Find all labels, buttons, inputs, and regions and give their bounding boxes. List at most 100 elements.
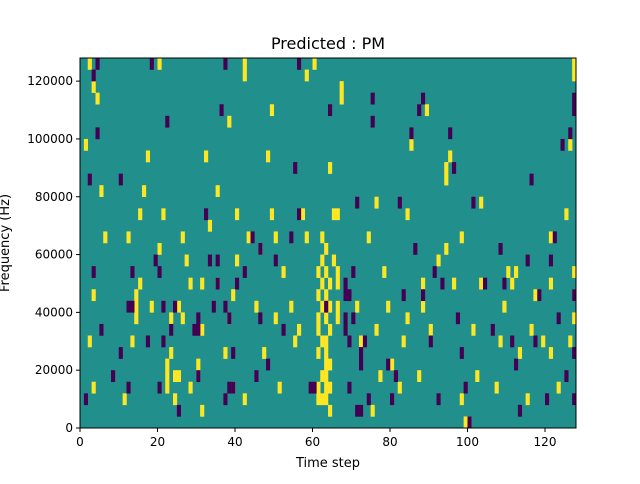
low-cell-65 (347, 289, 352, 302)
high-cell-41 (200, 277, 205, 290)
x-axis-label: Time step (295, 456, 360, 471)
low-cell-74 (366, 393, 371, 406)
low-cell-15 (149, 58, 154, 70)
high-cell-120 (374, 323, 379, 336)
x-tick-label-120: 120 (534, 435, 557, 449)
low-cell-100 (498, 243, 503, 255)
low-cell-33 (215, 254, 220, 267)
low-cell-26 (196, 370, 201, 382)
low-cell-48 (266, 358, 271, 371)
high-cell-23 (165, 381, 170, 394)
low-cell-24 (176, 404, 182, 417)
high-cell-3 (83, 138, 89, 151)
high-cell-100 (316, 266, 321, 278)
high-cell-29 (173, 370, 178, 382)
high-cell-168 (572, 266, 577, 278)
low-cell-8 (118, 347, 123, 359)
high-cell-77 (320, 300, 325, 313)
high-cell-85 (328, 404, 333, 417)
heatmap-cells (83, 58, 577, 429)
high-cell-55 (242, 58, 247, 70)
high-cell-69 (304, 231, 309, 244)
low-cell-111 (552, 231, 557, 244)
high-cell-9 (122, 393, 127, 406)
low-cell-71 (359, 358, 364, 371)
high-cell-131 (421, 277, 426, 290)
low-cell-85 (421, 289, 426, 302)
high-cell-11 (134, 312, 139, 325)
high-cell-165 (568, 335, 573, 348)
low-cell-45 (254, 370, 259, 382)
low-cell-20 (161, 300, 166, 313)
high-cell-102 (324, 381, 329, 394)
low-cell-28 (196, 312, 201, 325)
low-cell-86 (421, 92, 426, 105)
low-cell-76 (370, 92, 375, 105)
low-cell-19 (161, 335, 166, 348)
low-cell-103 (514, 358, 519, 371)
high-cell-99 (316, 289, 321, 302)
high-cell-7 (87, 335, 92, 348)
high-cell-162 (556, 381, 561, 394)
high-cell-20 (157, 243, 162, 255)
high-cell-62 (269, 104, 275, 117)
low-cell-108 (537, 289, 542, 302)
high-cell-108 (335, 300, 340, 313)
high-cell-95 (316, 381, 321, 394)
high-cell-104 (324, 358, 329, 371)
low-cell-3 (91, 266, 96, 278)
low-cell-113 (560, 138, 565, 151)
low-cell-84 (417, 104, 422, 117)
low-cell-36 (223, 300, 228, 313)
high-cell-106 (324, 335, 329, 348)
low-cell-67 (351, 312, 356, 325)
high-cell-33 (180, 231, 185, 244)
low-cell-101 (502, 277, 507, 290)
high-cell-39 (200, 404, 205, 417)
low-cell-57 (324, 300, 329, 313)
low-cell-64 (347, 335, 352, 348)
high-cell-115 (359, 335, 364, 348)
high-cell-72 (312, 58, 317, 70)
low-cell-54 (297, 58, 302, 70)
low-cell-58 (328, 104, 333, 117)
high-cell-137 (444, 162, 449, 174)
y-tick-label-0: 0 (65, 421, 73, 435)
high-cell-110 (335, 266, 340, 278)
high-cell-159 (548, 347, 554, 359)
low-cell-107 (533, 335, 538, 348)
high-cell-135 (444, 243, 449, 255)
high-cell-89 (328, 300, 333, 313)
high-cell-118 (374, 196, 379, 209)
low-cell-89 (436, 393, 441, 406)
high-cell-163 (564, 208, 569, 221)
low-cell-60 (343, 312, 348, 325)
low-cell-55 (308, 381, 313, 394)
high-cell-28 (173, 393, 178, 406)
low-cell-23 (173, 300, 178, 313)
high-cell-66 (281, 266, 286, 278)
high-cell-34 (188, 381, 193, 394)
high-cell-145 (475, 370, 480, 382)
high-cell-133 (428, 323, 433, 336)
low-cell-27 (196, 323, 201, 336)
high-cell-51 (235, 254, 240, 267)
high-cell-18 (145, 150, 151, 163)
high-cell-132 (424, 104, 430, 117)
high-cell-140 (459, 393, 464, 406)
high-cell-84 (324, 243, 329, 255)
high-cell-117 (370, 404, 375, 417)
high-cell-52 (235, 208, 240, 221)
high-cell-42 (204, 150, 209, 163)
low-cell-12 (130, 300, 135, 313)
high-cell-59 (262, 347, 267, 359)
low-cell-16 (153, 254, 158, 267)
high-cell-147 (479, 196, 484, 209)
high-cell-67 (289, 300, 294, 313)
high-cell-32 (180, 312, 185, 325)
high-cell-21 (161, 208, 166, 221)
high-cell-79 (320, 254, 325, 267)
high-cell-70 (300, 208, 306, 221)
high-cell-10 (130, 335, 135, 348)
low-cell-14 (145, 335, 151, 348)
